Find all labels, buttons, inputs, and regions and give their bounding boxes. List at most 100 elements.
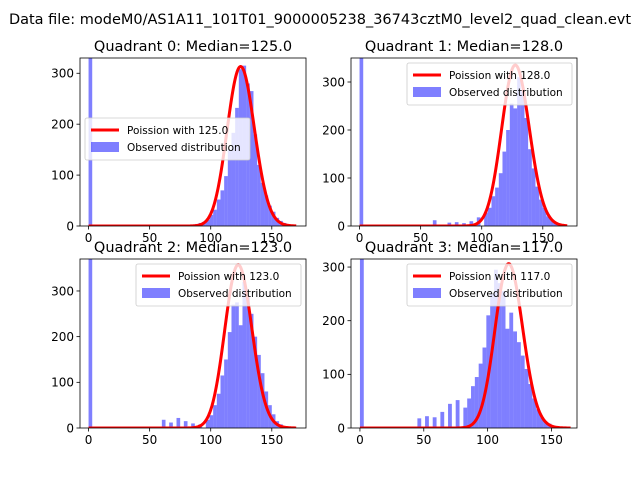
histogram-bar (227, 149, 232, 226)
x-tick-label: 0 (85, 433, 93, 447)
histogram-bar (213, 405, 217, 428)
histogram-bar (546, 216, 551, 226)
histogram-bar (260, 182, 265, 226)
histogram-bar (505, 328, 510, 428)
histogram-bar (213, 209, 217, 226)
legend-entry-observed: Observed distribution (178, 288, 292, 300)
y-tick-label: 300 (51, 67, 74, 81)
figure-suptitle: Data file: modeM0/AS1A11_101T01_90000052… (9, 12, 631, 28)
histogram-bar (531, 168, 536, 226)
x-tick-label: 150 (260, 433, 283, 447)
axes-frame (79, 57, 307, 227)
histogram-bar (257, 354, 261, 428)
histogram-bar (425, 416, 429, 428)
histogram-bar (257, 164, 261, 226)
legend-entry-poisson: Poission with 128.0 (449, 70, 550, 82)
legend: Poission with 125.0 Observed distribution (84, 117, 251, 161)
histogram-bar (246, 295, 250, 428)
histogram-bar (227, 332, 232, 428)
histogram-bar (440, 411, 445, 428)
histogram-bar (268, 205, 272, 226)
histogram-bar (264, 195, 269, 226)
histogram-bar (487, 207, 492, 226)
histogram-bar (235, 302, 239, 428)
histogram-bar (253, 134, 258, 226)
x-tick-label: 150 (531, 231, 554, 245)
legend: Poission with 117.0 Observed distribution (406, 263, 573, 307)
histogram-bar (447, 222, 452, 226)
poisson-curve (359, 262, 572, 428)
chart-title: Quadrant 2: Median=123.0 (94, 240, 292, 256)
histogram-bar (536, 409, 540, 428)
y-tick-label: 0 (66, 421, 74, 435)
histogram-bar (520, 91, 525, 226)
legend-entry-observed: Observed distribution (127, 142, 241, 154)
y-tick-label: 0 (337, 219, 345, 233)
x-tick-label: 150 (260, 231, 283, 245)
histogram-bar (497, 283, 502, 428)
histogram-bar (524, 368, 529, 428)
chart-panel-quadrant-2: Quadrant 2: Median=123.0 0 50 100 150 0 100 200… (51, 240, 307, 447)
histogram-bar (469, 221, 474, 226)
histogram-bar (520, 355, 525, 428)
chart-panel-quadrant-3: Quadrant 3: Median=117.0 0 50 100 150 0 100 200… (322, 240, 578, 447)
chart-title: Quadrant 3: Median=117.0 (365, 240, 563, 256)
y-tick-label: 0 (66, 219, 74, 233)
x-tick-label: 0 (356, 433, 364, 447)
legend-entry-observed: Observed distribution (449, 87, 563, 99)
histogram-bar (474, 377, 479, 428)
x-tick-label: 50 (142, 231, 157, 245)
histogram-bar (495, 187, 499, 226)
histogram-bar (502, 151, 507, 226)
histogram-bar (455, 400, 460, 428)
histogram-bar (542, 207, 547, 226)
histogram-bar (513, 331, 517, 428)
legend-box (406, 263, 573, 307)
axes-frame (79, 258, 307, 429)
histogram-bar (183, 421, 188, 428)
histogram-bar (209, 214, 214, 226)
y-tick-label: 100 (322, 368, 345, 382)
chart-panel-quadrant-1: Quadrant 1: Median=128.0 0 50 100 150 0 100 200… (322, 39, 578, 245)
histogram-bar (271, 211, 276, 226)
legend-entry-observed: Observed distribution (449, 288, 563, 300)
histogram-bar (432, 220, 437, 226)
histogram-bar (220, 190, 225, 226)
plot-area (87, 259, 298, 428)
legend-box (84, 117, 251, 161)
histogram-bar (498, 173, 503, 226)
x-tick-label: 50 (142, 433, 157, 447)
axes-frame (350, 57, 578, 227)
histogram-bar (161, 419, 166, 428)
y-tick-label: 200 (51, 117, 74, 131)
legend: Poission with 123.0 Observed distribution (135, 263, 302, 307)
histogram-bar (417, 418, 422, 428)
histogram-bar (482, 347, 487, 428)
histogram-bar (205, 419, 210, 428)
histogram-bar (494, 269, 498, 428)
histogram-bar (359, 58, 364, 226)
histogram-bar (528, 384, 533, 428)
histogram-bar (501, 291, 506, 428)
histogram-bar (463, 407, 468, 428)
x-tick-label: 150 (540, 433, 563, 447)
histogram-bar (249, 313, 254, 428)
legend-bar-swatch (413, 87, 441, 97)
histogram-bar (238, 325, 243, 428)
histogram-bar (209, 415, 214, 428)
histogram-bar (432, 417, 437, 428)
y-tick-label: 300 (51, 284, 74, 298)
legend-entry-poisson: Poission with 125.0 (127, 125, 228, 137)
histogram-bar (553, 223, 558, 226)
legend-entry-poisson: Poission with 123.0 (178, 271, 279, 283)
legend-bar-swatch (91, 142, 119, 152)
x-tick-label: 50 (413, 231, 428, 245)
histogram-bar (224, 176, 228, 226)
x-tick-label: 0 (85, 231, 93, 245)
y-tick-label: 100 (51, 168, 74, 182)
histogram-bar (471, 386, 475, 428)
histogram-bar (543, 421, 548, 428)
histogram-bar (253, 336, 258, 428)
